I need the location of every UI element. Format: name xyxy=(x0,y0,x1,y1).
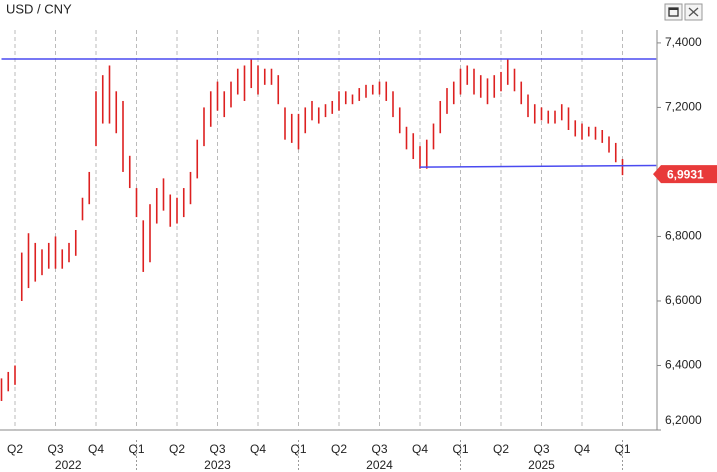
x-tick-label: Q4 xyxy=(88,442,104,456)
y-tick-label: 7,4000 xyxy=(665,35,702,49)
y-tick-label: 6,8000 xyxy=(665,229,702,243)
x-tick-label: Q3 xyxy=(209,442,225,456)
x-tick-label: Q2 xyxy=(493,442,509,456)
x-tick-label: Q2 xyxy=(7,442,23,456)
year-label: 2022 xyxy=(55,458,82,472)
x-tick-label: Q3 xyxy=(533,442,549,456)
year-label: 2024 xyxy=(366,458,393,472)
x-tick-label: Q4 xyxy=(574,442,590,456)
close-icon xyxy=(688,7,699,17)
y-tick-label: 6,4000 xyxy=(665,358,702,372)
last-price-tag xyxy=(653,165,717,184)
y-tick-label: 6,2000 xyxy=(665,413,702,427)
x-tick-label: Q3 xyxy=(371,442,387,456)
x-tick-label: Q3 xyxy=(47,442,63,456)
x-tick-label: Q2 xyxy=(331,442,347,456)
last-price-label: 6,9931 xyxy=(667,167,704,181)
y-tick-label: 6,6000 xyxy=(665,293,702,307)
trend-line xyxy=(419,164,657,168)
year-label: 2023 xyxy=(204,458,231,472)
y-tick-label: 7,2000 xyxy=(665,100,702,114)
x-tick-label: Q2 xyxy=(169,442,185,456)
window-buttons xyxy=(664,3,703,21)
maximize-button[interactable] xyxy=(664,3,683,21)
x-tick-label: Q4 xyxy=(412,442,428,456)
chart-title: USD / CNY xyxy=(6,1,72,16)
x-tick-label: Q4 xyxy=(250,442,266,456)
year-label: 2025 xyxy=(528,458,555,472)
